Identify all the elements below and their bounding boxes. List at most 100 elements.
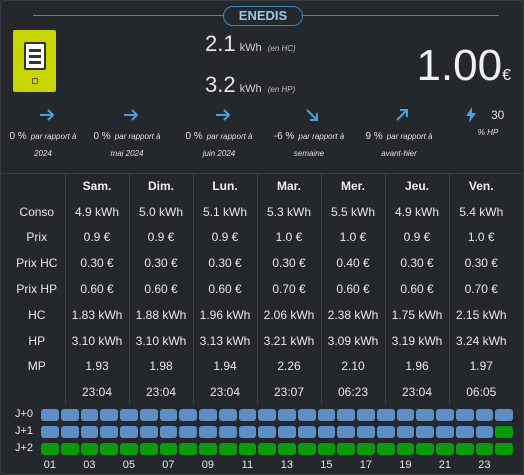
- table-cell: 0.30 €: [384, 250, 449, 277]
- hour-slot: [41, 426, 59, 438]
- day-header: Lun.: [192, 173, 257, 199]
- hour-slot: [80, 426, 99, 438]
- stat-line: % HP: [455, 127, 521, 137]
- hc-value: 2.1: [205, 31, 236, 56]
- hour-slot: [41, 443, 59, 455]
- tempo-day-label: J+1: [15, 425, 34, 437]
- day-header: Mer.: [320, 173, 385, 199]
- hour-slot: [80, 443, 99, 455]
- hour-slot: [258, 409, 276, 421]
- stat-5: 30 % HP: [441, 105, 521, 144]
- table-cell: 0.30 €: [192, 250, 257, 277]
- table-cell: 1.93: [64, 353, 129, 380]
- stat-label: par rapport à: [114, 132, 161, 141]
- hour-label: 11: [241, 459, 254, 471]
- table-cell: 0.60 €: [320, 276, 385, 302]
- tempo-day-label: J+2: [15, 442, 34, 454]
- table-row: Prix HC 0.30 €0.30 €0.30 €0.30 €0.40 €0.3…: [9, 250, 513, 277]
- table-cell: 0.70 €: [256, 276, 321, 302]
- arrow-down-right-icon: [305, 105, 349, 125]
- table-cell: 0.9 €: [64, 224, 129, 251]
- hour-slot: [396, 409, 415, 421]
- table-cell: 5.3 kWh: [256, 198, 321, 225]
- table-cell: 0.70 €: [448, 276, 513, 302]
- table-cell: 1.98: [128, 353, 193, 380]
- hour-slot: [159, 409, 178, 421]
- hour-slot: [297, 426, 316, 438]
- table-cell: 0.30 €: [64, 250, 129, 277]
- hour-slot: [436, 409, 454, 421]
- table-cell: 0.60 €: [192, 276, 257, 302]
- hour-label: 19: [399, 459, 412, 471]
- arrow-right-icon: [123, 105, 167, 125]
- hour-slot: [357, 426, 375, 438]
- hp-percent-value: 30: [491, 108, 505, 122]
- table-row: Prix HP 0.60 €0.60 €0.60 €0.70 €0.60 €0.6…: [9, 276, 513, 302]
- table-cell: 3.10 kWh: [128, 327, 193, 354]
- hour-slot: [41, 409, 59, 421]
- row-label: Conso: [19, 204, 55, 219]
- table-cell: 23:04: [192, 379, 257, 406]
- hour-slot: [278, 409, 296, 421]
- stat-label: par rapport à: [30, 132, 77, 141]
- row-label: HC: [28, 307, 46, 322]
- row-label: HP: [28, 333, 46, 348]
- table-cell: 0.60 €: [128, 276, 193, 302]
- hour-slot: [179, 443, 197, 455]
- day-header: Ven.: [448, 173, 513, 199]
- hour-slot: [337, 426, 355, 438]
- hp-note: (en HP): [267, 85, 296, 94]
- table-row: HP 3.10 kWh 3.10 kWh 3.13 kWh 3.21 kWh 3.09 k…: [9, 327, 513, 354]
- table-cell: 0.9 €: [384, 224, 449, 251]
- stat-period: avant-hier: [381, 149, 417, 158]
- stat-percent: 0 %: [9, 131, 27, 142]
- hour-slot: [179, 426, 197, 438]
- hour-slot: [238, 426, 257, 438]
- tempo-day-label: J+0: [15, 408, 34, 420]
- arrow-right-icon: [215, 105, 259, 125]
- row-label: MP: [27, 359, 46, 374]
- cost-value: 1.00: [416, 41, 503, 90]
- hour-slot: [416, 426, 434, 438]
- hour-slot: [199, 443, 217, 455]
- cost-currency: €: [502, 67, 511, 84]
- hour-slot: [199, 409, 217, 421]
- hour-slot: [317, 426, 336, 438]
- electric-meter-icon[interactable]: [13, 30, 56, 92]
- hour-slot: [357, 409, 375, 421]
- hour-slot: [218, 409, 237, 421]
- hour-slot: [159, 443, 178, 455]
- hour-slot: [436, 426, 454, 438]
- day-header: Jeu.: [384, 173, 449, 199]
- hour-slot: [475, 409, 494, 421]
- stat-percent: 9 %: [365, 131, 383, 142]
- hour-slot: [120, 409, 138, 421]
- stat-1: 0 % par rapport à mai 2024: [87, 105, 167, 158]
- hour-slot: [238, 443, 257, 455]
- day-header: Mar.: [256, 173, 321, 199]
- stat-percent: 0 %: [185, 131, 203, 142]
- tempo-hours-row: [41, 409, 513, 421]
- hour-slot: [357, 443, 375, 455]
- arrow-up-right-icon: [395, 105, 439, 125]
- table-cell: 5.5 kWh: [320, 198, 385, 225]
- hour-slot: [297, 443, 316, 455]
- hour-slot: [218, 443, 237, 455]
- table-cell: 3.19 kWh: [384, 327, 449, 354]
- hour-slot: [120, 443, 138, 455]
- table-row: HC 1.83 kWh 1.88 kWh 1.96 kWh 2.06 kWh 2.38 k…: [9, 301, 513, 328]
- table-cell: 1.88 kWh: [128, 301, 193, 328]
- table-cell: 2.15 kWh: [448, 301, 513, 328]
- row-label: Prix HC: [16, 256, 58, 271]
- hour-slot: [80, 409, 99, 421]
- table-cell: 4.9 kWh: [64, 198, 129, 225]
- table-cell: 2.38 kWh: [320, 301, 385, 328]
- hour-slot: [159, 426, 178, 438]
- hour-slot: [396, 443, 415, 455]
- stat-period: semaine: [293, 149, 325, 158]
- hour-slot: [60, 443, 79, 455]
- hour-slot: [376, 443, 395, 455]
- table-cell: 0.30 €: [256, 250, 321, 277]
- hour-slot: [495, 409, 513, 421]
- hour-slot: [199, 426, 217, 438]
